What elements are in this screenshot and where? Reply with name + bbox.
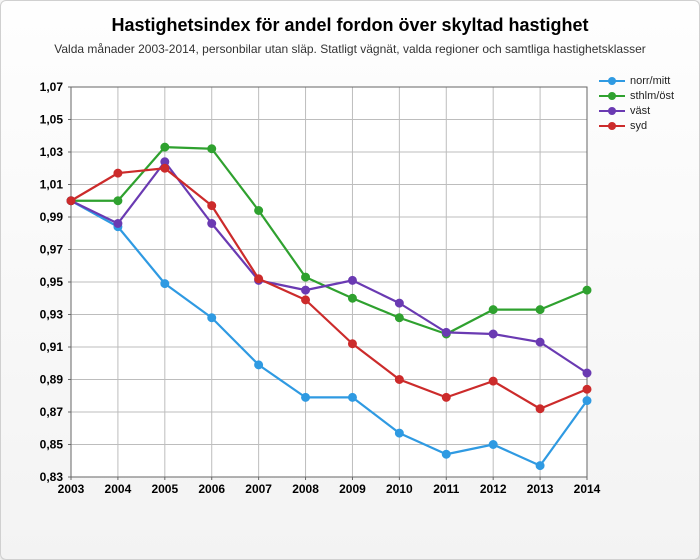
chart-area: 0,830,850,870,890,910,930,950,970,991,01…: [19, 57, 681, 497]
series-marker-sthlm_ost: [161, 143, 169, 151]
legend-swatch-icon: [599, 105, 625, 117]
series-marker-syd: [302, 296, 310, 304]
series-marker-sthlm_ost: [395, 314, 403, 322]
series-marker-vast: [208, 220, 216, 228]
series-marker-norr_mitt: [161, 280, 169, 288]
chart-subtitle: Valda månader 2003-2014, personbilar uta…: [19, 42, 681, 57]
series-marker-syd: [395, 376, 403, 384]
series-marker-vast: [395, 299, 403, 307]
series-marker-sthlm_ost: [583, 286, 591, 294]
x-axis-label: 2012: [480, 482, 507, 496]
series-marker-syd: [161, 164, 169, 172]
series-marker-syd: [67, 197, 75, 205]
series-marker-norr_mitt: [208, 314, 216, 322]
legend-swatch-icon: [599, 120, 625, 132]
line-chart: 0,830,850,870,890,910,930,950,970,991,01…: [19, 57, 683, 497]
legend-swatch-icon: [599, 90, 625, 102]
x-axis-label: 2008: [292, 482, 319, 496]
y-axis-label: 0,95: [40, 275, 64, 289]
series-marker-syd: [114, 169, 122, 177]
legend-item-sthlm_ost: sthlm/öst: [599, 90, 674, 102]
series-marker-vast: [348, 276, 356, 284]
series-marker-sthlm_ost: [114, 197, 122, 205]
series-marker-syd: [583, 385, 591, 393]
chart-title: Hastighetsindex för andel fordon över sk…: [19, 15, 681, 36]
series-marker-sthlm_ost: [208, 145, 216, 153]
y-axis-label: 0,97: [40, 243, 64, 257]
series-marker-sthlm_ost: [489, 306, 497, 314]
series-marker-norr_mitt: [442, 450, 450, 458]
legend-item-syd: syd: [599, 120, 674, 132]
y-axis-label: 0,87: [40, 405, 64, 419]
series-marker-vast: [583, 369, 591, 377]
legend-label: sthlm/öst: [630, 90, 674, 102]
series-marker-norr_mitt: [255, 361, 263, 369]
x-axis-label: 2010: [386, 482, 413, 496]
series-marker-norr_mitt: [302, 393, 310, 401]
series-marker-vast: [302, 286, 310, 294]
y-axis-label: 1,01: [40, 178, 64, 192]
legend-item-vast: väst: [599, 105, 674, 117]
y-axis-label: 1,07: [40, 80, 64, 94]
chart-frame: Hastighetsindex för andel fordon över sk…: [0, 0, 700, 560]
series-marker-sthlm_ost: [348, 294, 356, 302]
x-axis-label: 2011: [433, 482, 459, 496]
series-marker-norr_mitt: [583, 397, 591, 405]
series-marker-syd: [442, 393, 450, 401]
series-marker-norr_mitt: [489, 441, 497, 449]
series-marker-syd: [208, 202, 216, 210]
legend-label: norr/mitt: [630, 75, 670, 87]
series-marker-sthlm_ost: [302, 273, 310, 281]
y-axis-label: 0,91: [40, 340, 64, 354]
legend-label: väst: [630, 105, 650, 117]
series-marker-vast: [442, 328, 450, 336]
x-axis-label: 2005: [151, 482, 178, 496]
y-axis-label: 0,85: [40, 438, 64, 452]
x-axis-label: 2006: [198, 482, 225, 496]
legend-label: syd: [630, 120, 647, 132]
series-marker-vast: [489, 330, 497, 338]
y-axis-label: 0,93: [40, 308, 64, 322]
series-marker-norr_mitt: [395, 429, 403, 437]
legend: norr/mitt sthlm/öst väst syd: [599, 75, 674, 135]
y-axis-label: 0,89: [40, 373, 64, 387]
legend-item-norr_mitt: norr/mitt: [599, 75, 674, 87]
series-marker-norr_mitt: [348, 393, 356, 401]
series-marker-syd: [255, 275, 263, 283]
y-axis-label: 0,99: [40, 210, 64, 224]
series-marker-syd: [489, 377, 497, 385]
series-marker-norr_mitt: [536, 462, 544, 470]
series-marker-vast: [114, 220, 122, 228]
series-marker-sthlm_ost: [536, 306, 544, 314]
y-axis-label: 1,03: [40, 145, 64, 159]
series-marker-syd: [536, 405, 544, 413]
series-marker-sthlm_ost: [255, 207, 263, 215]
x-axis-label: 2003: [58, 482, 85, 496]
y-axis-label: 1,05: [40, 113, 64, 127]
legend-swatch-icon: [599, 75, 625, 87]
x-axis-label: 2014: [574, 482, 601, 496]
x-axis-label: 2013: [527, 482, 554, 496]
x-axis-label: 2009: [339, 482, 366, 496]
series-marker-syd: [348, 340, 356, 348]
x-axis-label: 2004: [105, 482, 132, 496]
x-axis-label: 2007: [245, 482, 272, 496]
series-marker-vast: [536, 338, 544, 346]
